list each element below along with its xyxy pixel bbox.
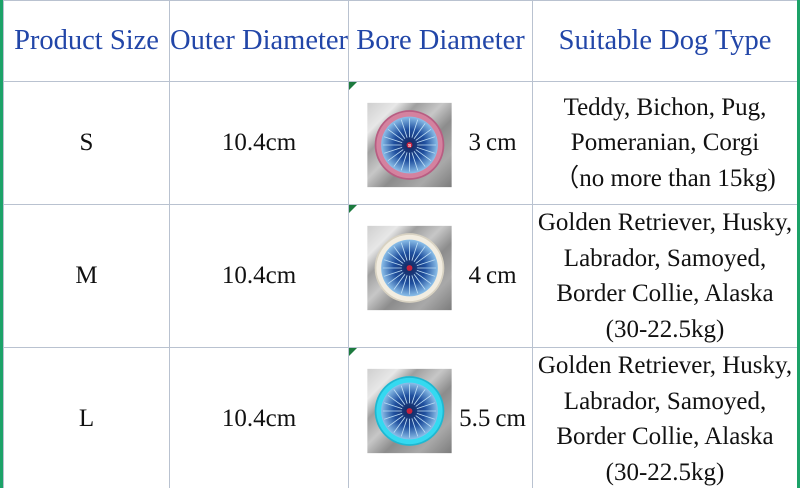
svg-text:L: L (408, 409, 411, 415)
